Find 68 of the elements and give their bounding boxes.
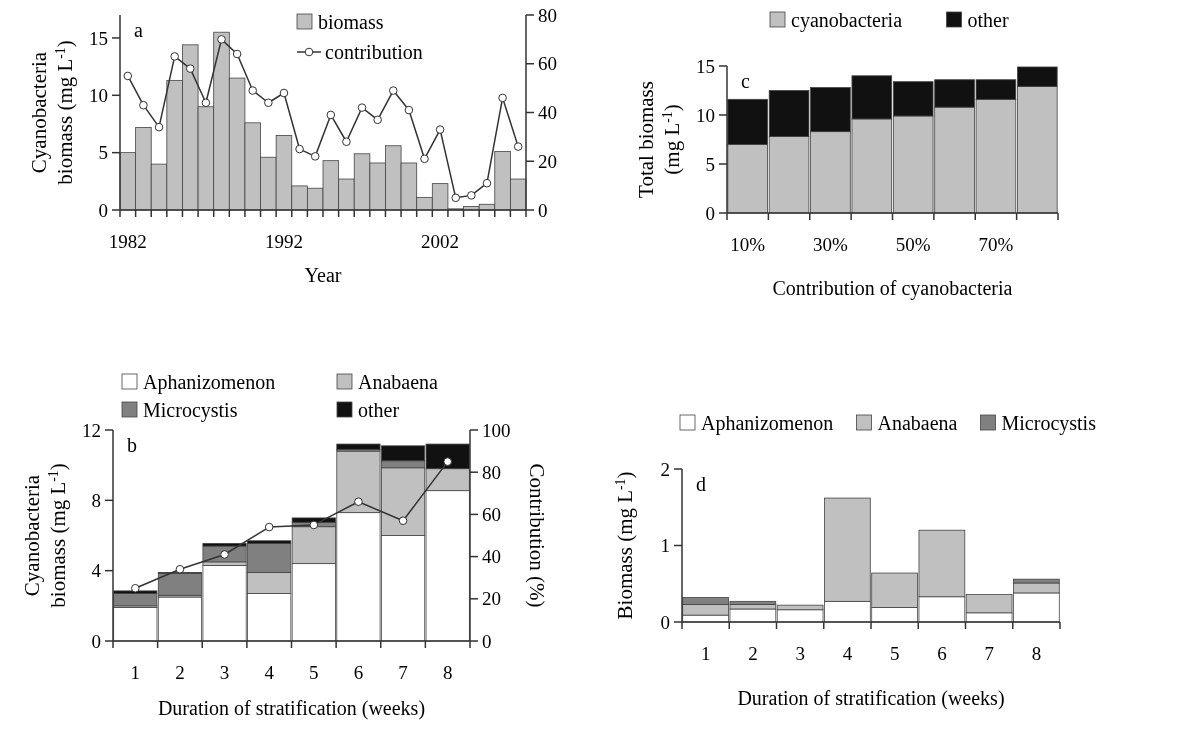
- y-tick-label: 0: [98, 199, 108, 221]
- y2-tick-label: 100: [482, 419, 511, 441]
- y2-tick-label: 20: [538, 150, 557, 172]
- y-tick-label: 0: [705, 202, 715, 224]
- legend-label: Anabaena: [358, 371, 439, 393]
- y-tick-label: 4: [91, 560, 102, 582]
- x-tick-label: 7: [984, 643, 994, 664]
- legend-label: cyanobacteria: [791, 9, 903, 32]
- x-tick-label: 1982: [108, 231, 147, 252]
- x-tick-label: 10%: [730, 234, 766, 255]
- x-axis-title: Year: [304, 264, 342, 286]
- legend-label: Microcystis: [143, 399, 238, 422]
- y2-tick-label: 40: [538, 102, 557, 124]
- annotation: b: [127, 434, 137, 456]
- y-tick-label: 15: [696, 55, 715, 77]
- x-tick-label: 5: [889, 643, 900, 664]
- x-axis-title: Duration of stratification (weeks): [157, 697, 426, 720]
- x-tick-label: 8: [442, 662, 453, 683]
- y-tick-label: 0: [660, 611, 670, 633]
- y2-tick-label: 0: [538, 199, 548, 221]
- y-tick-label: 0: [91, 630, 101, 652]
- annotation: d: [696, 473, 706, 495]
- y2-tick-label: 60: [538, 53, 557, 75]
- legend-label: contribution: [325, 41, 423, 63]
- y2-tick-label: 20: [482, 588, 501, 610]
- x-tick-label: 2: [748, 643, 758, 664]
- x-tick-label: 3: [219, 662, 230, 683]
- y2-tick-label: 80: [482, 461, 501, 483]
- x-tick-label: 6: [353, 662, 364, 683]
- x-tick-label: 6: [937, 643, 947, 664]
- x-tick-label: 7: [398, 662, 408, 683]
- x-tick-label: 5: [309, 662, 319, 683]
- x-tick-label: 3: [795, 643, 805, 664]
- x-tick-label: 50%: [895, 234, 931, 255]
- x-tick-label: 8: [1031, 643, 1042, 664]
- x-tick-label: 4: [842, 643, 853, 664]
- legend-label: other: [358, 399, 400, 421]
- x-axis-title: Contribution of cyanobacteria: [772, 277, 1013, 300]
- y-tick-label: 10: [89, 84, 108, 106]
- annotation: c: [741, 70, 750, 92]
- y-tick-label: 5: [98, 142, 108, 164]
- x-tick-label: 1: [130, 662, 141, 683]
- x-tick-label: 2002: [421, 231, 460, 252]
- legend-label: other: [967, 9, 1009, 31]
- y2-tick-label: 60: [482, 504, 501, 526]
- y-tick-label: 1: [660, 535, 670, 557]
- legend-label: Anabaena: [877, 412, 958, 434]
- x-tick-label: 70%: [978, 234, 1014, 255]
- x-tick-label: 1992: [264, 231, 303, 252]
- y-tick-label: 10: [696, 104, 715, 126]
- x-tick-label: 30%: [813, 234, 849, 255]
- legend-label: Microcystis: [1001, 412, 1097, 435]
- y2-tick-label: 0: [482, 630, 492, 652]
- legend-label: Aphanizomenon: [143, 371, 276, 394]
- y2-tick-label: 80: [538, 4, 557, 26]
- y2-tick-label: 40: [482, 546, 501, 568]
- y-tick-label: 2: [660, 458, 670, 480]
- x-axis-title: Duration of stratification (weeks): [737, 687, 1005, 710]
- y-tick-label: 8: [91, 489, 101, 511]
- y-tick-label: 15: [89, 27, 108, 49]
- y2-axis-title: Contribution (%): [525, 463, 549, 608]
- legend-label: Aphanizomenon: [701, 412, 834, 435]
- x-tick-label: 4: [264, 662, 275, 683]
- legend-label: biomass: [318, 11, 384, 33]
- y-tick-label: 5: [705, 153, 715, 175]
- x-tick-label: 2: [175, 662, 185, 683]
- annotation: a: [134, 19, 143, 41]
- y-tick-label: 12: [82, 419, 101, 441]
